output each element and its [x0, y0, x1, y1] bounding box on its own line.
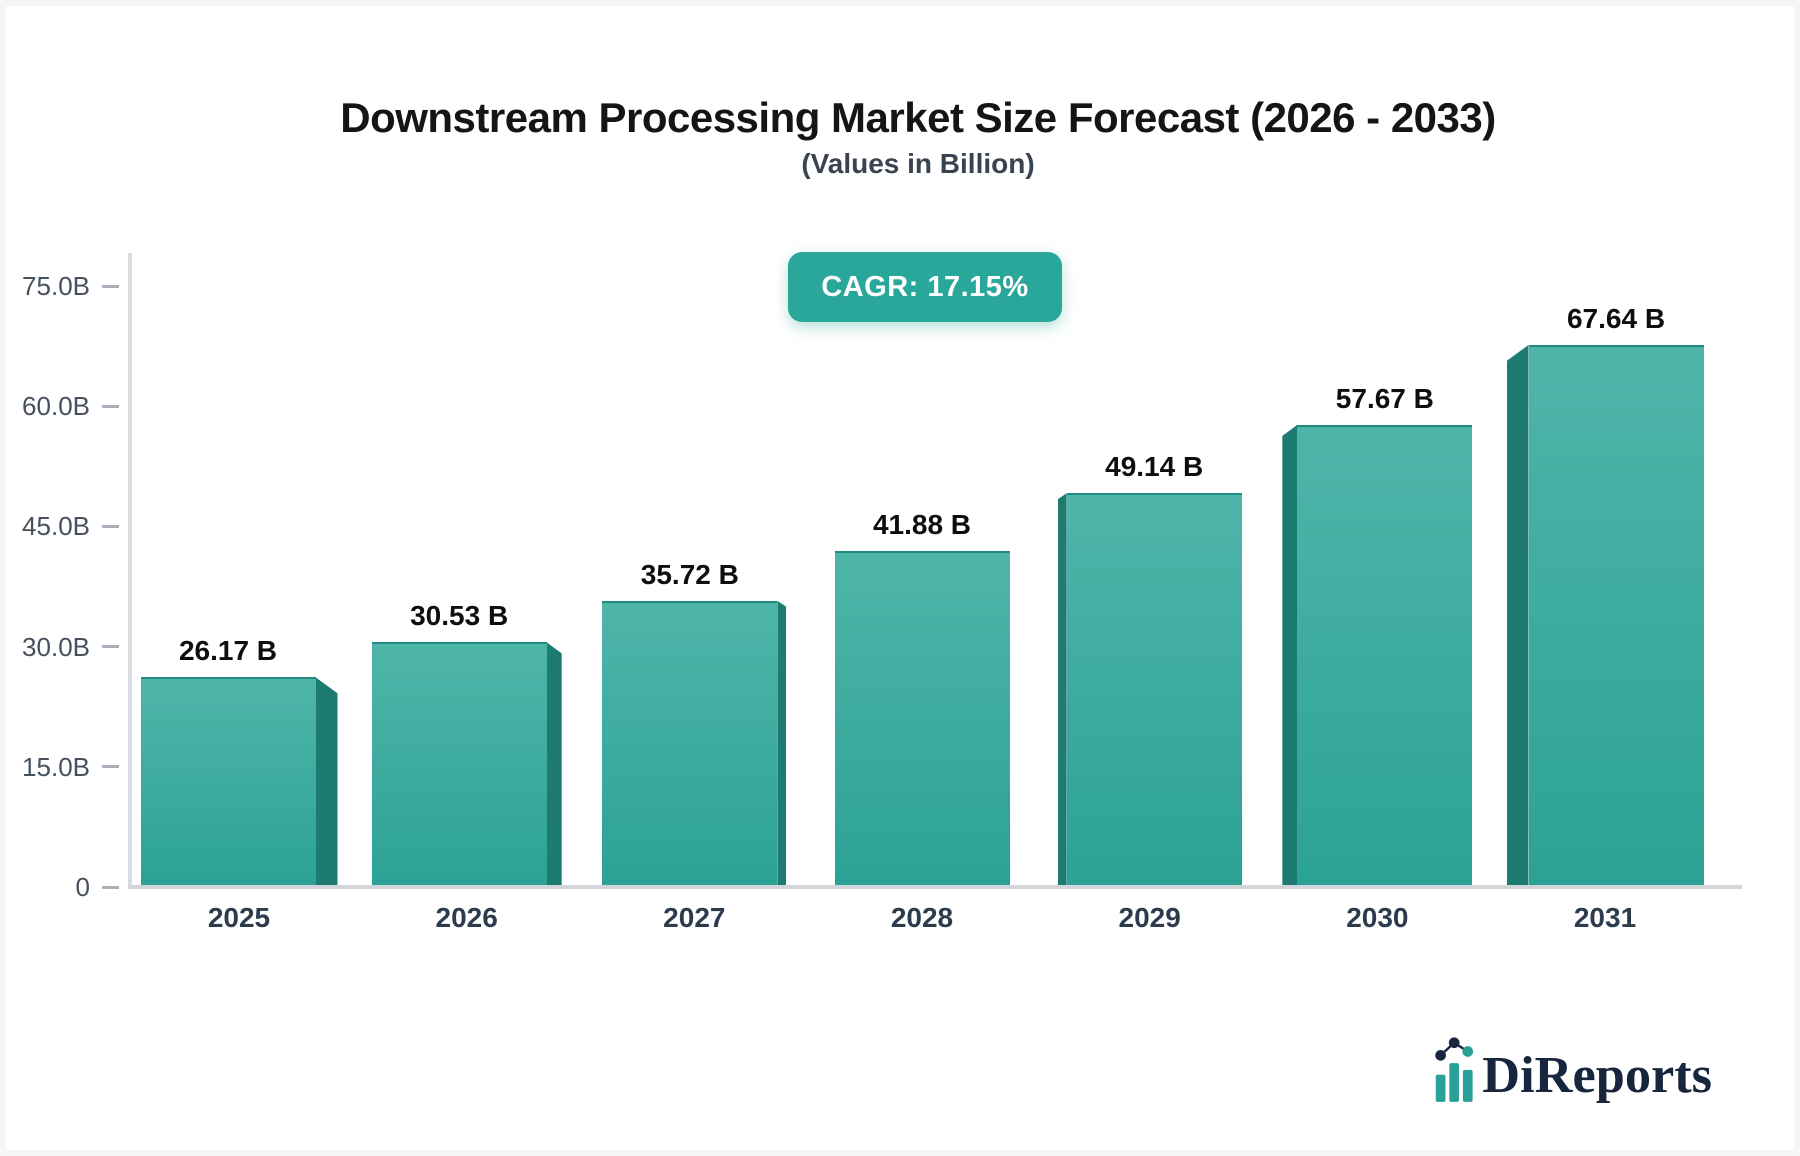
bar-side-face-2027 [777, 600, 787, 887]
cagr-badge: CAGR: 17.15% [788, 252, 1062, 322]
y-tick-label-15.0B: 15.0B [22, 751, 90, 782]
y-tick-mark [102, 765, 119, 769]
bar-value-label-2028: 41.88 B [872, 509, 972, 541]
bar-value-label-2027: 35.72 B [640, 558, 739, 590]
x-axis-label-2029: 2029 [1118, 902, 1181, 933]
cagr-badge-label: CAGR: 17.15% [821, 270, 1029, 303]
x-axis-line [128, 885, 1742, 889]
y-axis-line [128, 253, 132, 889]
y-tick-mark [102, 885, 119, 889]
x-axis-label-2026: 2026 [435, 902, 498, 933]
bar-2031 [1528, 345, 1704, 887]
bar-value-label-2026: 30.53 B [410, 600, 509, 632]
y-tick-mark [102, 404, 119, 408]
bar-side-face-2026 [546, 642, 562, 887]
bar-value-label-2025: 26.17 B [178, 635, 278, 667]
y-tick-mark [102, 645, 119, 649]
direports-logo: DiReports [1435, 1037, 1712, 1104]
y-tick-label-60.0B: 60.0B [22, 391, 90, 422]
bar-2028 [834, 551, 1010, 887]
y-tick-label-30.0B: 30.0B [22, 631, 90, 662]
y-tick-label-45.0B: 45.0B [22, 511, 90, 542]
y-tick-label-0: 0 [75, 872, 90, 902]
chart-subtitle: (Values in Billion) [801, 148, 1035, 179]
y-tick-mark [102, 284, 119, 288]
bar-2030 [1297, 424, 1473, 887]
x-axis-label-2028: 2028 [890, 902, 954, 933]
bar-value-label-2029: 49.14 B [1105, 451, 1204, 483]
bar-side-face-2031 [1506, 345, 1529, 887]
logo-text: DiReports [1482, 1046, 1712, 1104]
bar-2027 [602, 600, 778, 887]
bar-side-face-2030 [1282, 424, 1298, 887]
bar-value-label-2030: 57.67 B [1335, 382, 1434, 414]
bar-value-label-2031: 67.64 B [1566, 303, 1666, 334]
chart-title: Downstream Processing Market Size Foreca… [340, 94, 1496, 141]
x-axis-label-2031: 2031 [1573, 902, 1637, 933]
bar-chart-logo-icon [1435, 1037, 1474, 1102]
bar-2029 [1066, 493, 1242, 887]
bar-2026 [371, 642, 547, 887]
y-tick-mark [102, 524, 119, 528]
bar-2025 [140, 677, 316, 887]
x-axis-label-2030: 2030 [1346, 902, 1409, 933]
y-tick-label-75.0B: 75.0B [22, 271, 90, 302]
x-axis-label-2025: 2025 [207, 902, 271, 933]
bar-side-face-2029 [1057, 493, 1067, 887]
x-axis-label-2027: 2027 [663, 902, 726, 933]
bar-side-face-2025 [315, 677, 338, 887]
